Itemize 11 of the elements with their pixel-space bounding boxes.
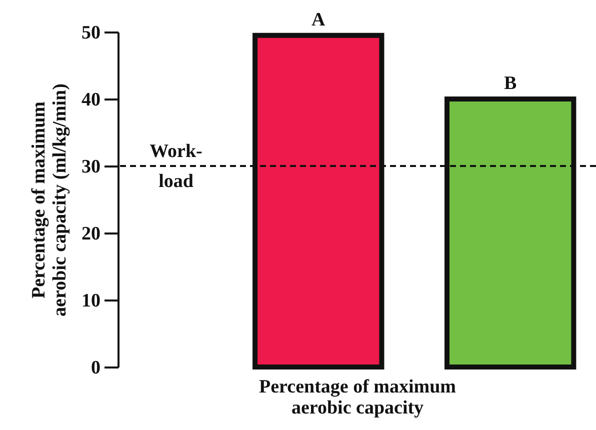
x-tick-label: B <box>504 73 517 94</box>
y-axis-title: Percentage of maximum aerobic capacity (ml/kg/min) <box>28 84 70 316</box>
y-tick-label: 50 <box>82 22 100 44</box>
y-tick-label: 20 <box>82 224 100 244</box>
y-tick-label: 30 <box>82 156 100 178</box>
x-axis-title: Percentage of maximum aerobic capacity <box>259 376 456 418</box>
ref-line-label: Work-load <box>150 141 202 192</box>
x-tick-label: A <box>312 9 326 30</box>
y-tick-label: 10 <box>82 290 100 312</box>
y-tick-label: 0 <box>91 358 100 378</box>
y-tick-label: 40 <box>82 90 100 110</box>
